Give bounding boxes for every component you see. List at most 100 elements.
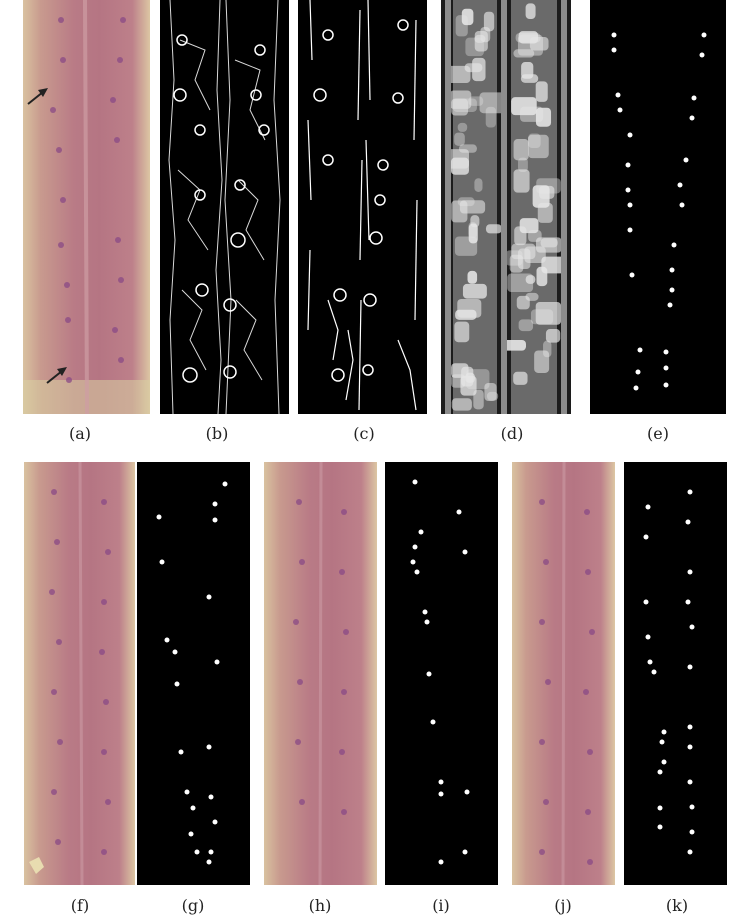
detected-spot — [190, 805, 196, 811]
response-blob — [507, 273, 534, 293]
response-blob — [529, 36, 549, 51]
cell-spot — [64, 282, 70, 288]
detected-spot — [410, 559, 416, 565]
response-blob — [452, 98, 477, 112]
spot-layer — [49, 489, 111, 855]
detected-spot — [657, 824, 663, 830]
panel-h-image — [264, 462, 377, 885]
detected-spot — [412, 544, 418, 550]
response-blob — [484, 382, 497, 402]
panel-c-svg — [307, 0, 418, 411]
cell-spot — [339, 749, 345, 755]
panel-j-svg — [539, 462, 595, 885]
detected-spot — [206, 744, 212, 750]
panel-a-svg — [23, 0, 150, 414]
cell-spot — [339, 569, 345, 575]
arrow-lower-shaft — [46, 370, 63, 384]
cell-spot — [58, 242, 64, 248]
detected-spot — [657, 769, 663, 775]
detected-spot — [661, 729, 667, 735]
arrow-upper-shaft — [27, 91, 44, 105]
detected-spot — [687, 664, 693, 670]
caption-a: (a) — [68, 424, 92, 443]
detected-spot — [625, 162, 631, 168]
detected-spot — [156, 514, 162, 520]
cell-spot — [115, 237, 121, 243]
detected-spot — [687, 744, 693, 750]
detected-spot-layer — [410, 479, 470, 865]
cell-spot — [295, 739, 301, 745]
cell-spot — [589, 629, 595, 635]
response-blob — [470, 215, 480, 228]
detected-spot — [643, 534, 649, 540]
filtered-edge-rings — [313, 19, 409, 382]
cell-spot — [297, 679, 303, 685]
detected-spot — [645, 504, 651, 510]
cell-spot — [60, 57, 66, 63]
detected-spot — [699, 52, 705, 58]
response-blob — [530, 309, 554, 325]
response-blob — [518, 319, 534, 332]
spot-layer — [293, 499, 349, 815]
cell-spot — [101, 749, 107, 755]
detected-spot — [663, 382, 669, 388]
response-blob — [483, 11, 495, 32]
cell-spot — [341, 509, 347, 515]
detected-spot — [651, 669, 657, 675]
detected-spot — [208, 849, 214, 855]
detected-spot — [430, 719, 436, 725]
detected-spot — [611, 47, 617, 53]
cell-spot — [543, 799, 549, 805]
detected-spot-layer — [643, 489, 695, 855]
response-blob — [535, 81, 548, 102]
response-blob — [513, 169, 530, 193]
detected-spot — [683, 157, 689, 163]
detected-spot — [667, 302, 673, 308]
panel-k-image — [624, 462, 727, 885]
response-blob — [520, 74, 539, 83]
detected-spot — [206, 594, 212, 600]
detected-spot — [611, 32, 617, 38]
response-blob — [528, 230, 542, 242]
cell-spot — [118, 357, 124, 363]
cell-spot — [101, 499, 107, 505]
detected-spot — [172, 649, 178, 655]
panel-i-image — [385, 462, 498, 885]
caption-b: (b) — [205, 424, 229, 443]
response-blob — [517, 248, 531, 270]
detected-spot — [212, 819, 218, 825]
detected-spot — [625, 187, 631, 193]
cell-spot — [58, 17, 64, 23]
cell-spot — [56, 147, 62, 153]
caption-h: (h) — [308, 896, 332, 915]
debris-fleck — [29, 857, 44, 874]
midline-stripe — [78, 462, 84, 885]
detected-spot — [677, 182, 683, 188]
response-blob — [468, 221, 477, 238]
caption-d: (d) — [500, 424, 524, 443]
caption-f: (f) — [70, 896, 90, 915]
detected-spot — [462, 549, 468, 555]
response-blob — [513, 139, 529, 161]
cell-spot — [539, 739, 545, 745]
detected-spot — [194, 849, 200, 855]
response-blob — [479, 92, 505, 114]
panel-i-svg — [410, 479, 470, 865]
cell-spot — [66, 377, 72, 383]
cell-spot — [117, 57, 123, 63]
cell-spot — [341, 809, 347, 815]
detected-spot — [629, 272, 635, 278]
ridge-right — [561, 0, 567, 414]
detected-spot — [691, 95, 697, 101]
panel-d-image — [441, 0, 571, 414]
response-blob — [541, 256, 566, 274]
cell-spot — [539, 499, 545, 505]
response-blob — [454, 321, 470, 343]
caption-i: (i) — [432, 896, 450, 915]
response-blob — [450, 157, 469, 175]
cell-spot — [118, 277, 124, 283]
response-blob — [446, 65, 471, 83]
detected-spot — [418, 529, 424, 535]
detected-spot — [159, 559, 165, 565]
arrow-lower-head — [57, 367, 67, 376]
